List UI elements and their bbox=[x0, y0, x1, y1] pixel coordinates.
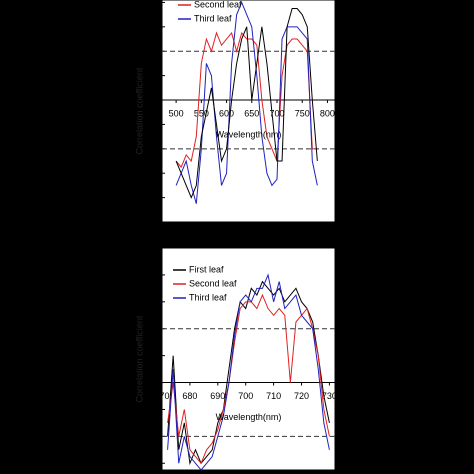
y-tick-label: -1.0 bbox=[143, 216, 159, 226]
y-tick-label: -0.4 bbox=[143, 143, 159, 153]
legend-label: First leaf bbox=[189, 264, 224, 274]
x-tick-label: 720 bbox=[294, 391, 309, 401]
y-tick-label: -0.8 bbox=[143, 192, 159, 202]
x-tick-label: 800 bbox=[320, 108, 335, 118]
y-tick-label: -0.2 bbox=[143, 119, 159, 129]
y-tick-label: -0.6 bbox=[143, 168, 159, 178]
x-axis-label: Wavelength(nm) bbox=[216, 412, 282, 422]
data-line bbox=[175, 31, 318, 169]
x-tick-label: 670 bbox=[154, 391, 169, 401]
y-tick-label: 0.0 bbox=[146, 377, 159, 387]
legend-label: Third leaf bbox=[194, 13, 232, 23]
data-line bbox=[167, 273, 330, 471]
data-line bbox=[175, 1, 318, 204]
y-tick-label: 1.0 bbox=[146, 242, 159, 252]
x-tick-label: 690 bbox=[210, 391, 225, 401]
x-tick-label: 730 bbox=[322, 391, 337, 401]
y-axis-label: Correlation coefficient bbox=[134, 67, 144, 154]
plot-area bbox=[161, 247, 336, 471]
y-tick-label: 0.6 bbox=[146, 296, 159, 306]
y-tick-label: 0.2 bbox=[146, 350, 159, 360]
y-tick-label: 0.0 bbox=[146, 94, 159, 104]
x-tick-label: 700 bbox=[238, 391, 253, 401]
y-tick-label: 0.8 bbox=[146, 269, 159, 279]
x-tick-label: 500 bbox=[169, 108, 184, 118]
legend-label: Third leaf bbox=[189, 292, 227, 302]
x-tick-label: 550 bbox=[194, 108, 209, 118]
y-tick-label: 0.6 bbox=[146, 21, 159, 31]
legend-label: Second leaf bbox=[194, 0, 242, 9]
y-tick-label: 0.8 bbox=[146, 0, 159, 7]
y-tick-label: 0.4 bbox=[146, 46, 159, 56]
y-axis-label: Correlation coefficient bbox=[134, 315, 144, 402]
legend-label: Second leaf bbox=[189, 278, 237, 288]
y-tick-label: -0.2 bbox=[143, 404, 159, 414]
x-tick-label: 680 bbox=[182, 391, 197, 401]
x-tick-label: 700 bbox=[269, 108, 284, 118]
x-tick-label: 750 bbox=[295, 108, 310, 118]
x-tick-label: 600 bbox=[219, 108, 234, 118]
x-axis-label: Wavelength(nm) bbox=[216, 129, 282, 139]
x-tick-label: 650 bbox=[244, 108, 259, 118]
data-line bbox=[175, 8, 318, 199]
data-line bbox=[167, 293, 330, 465]
y-tick-label: -0.6 bbox=[143, 458, 159, 468]
x-tick-label: 710 bbox=[266, 391, 281, 401]
y-tick-label: 0.2 bbox=[146, 70, 159, 80]
y-tick-label: 0.4 bbox=[146, 323, 159, 333]
y-tick-label: -0.4 bbox=[143, 431, 159, 441]
